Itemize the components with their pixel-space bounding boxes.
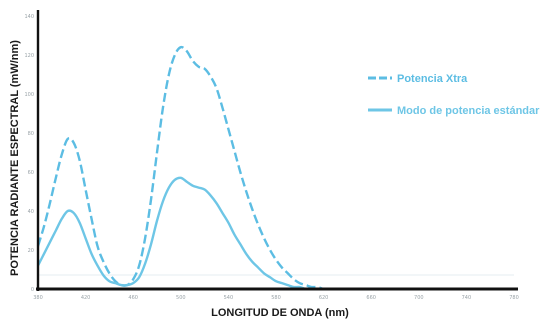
x-tick-label: 580 — [271, 295, 281, 301]
x-tick-label: 740 — [462, 295, 472, 301]
x-tick-label: 500 — [176, 295, 186, 301]
x-tick-label: 540 — [224, 295, 234, 301]
x-axis-title: LONGITUD DE ONDA (nm) — [211, 307, 349, 319]
x-tick-label: 460 — [128, 295, 138, 301]
x-tick-label: 380 — [33, 295, 43, 301]
y-tick-label: 120 — [24, 53, 34, 59]
y-tick-label: 140 — [24, 14, 34, 20]
y-tick-label: 60 — [28, 170, 34, 176]
x-tick-label: 660 — [366, 295, 376, 301]
x-tick-label: 700 — [414, 295, 424, 301]
y-tick-label: 40 — [28, 209, 34, 215]
x-tick-label: 780 — [509, 295, 519, 301]
y-tick-label: 80 — [28, 131, 34, 137]
x-tick-label: 620 — [319, 295, 329, 301]
legend: Potencia Xtra Modo de potencia estándar — [368, 73, 540, 117]
legend-label-2: Modo de potencia estándar — [397, 105, 540, 117]
tick-labels: 380 420 460 500 540 580 620 660 700 740 780 0 20 40 60… — [24, 14, 518, 301]
axes-layer — [36, 10, 518, 291]
y-tick-label: 0 — [31, 287, 34, 293]
x-tick-label: 420 — [81, 295, 91, 301]
y-tick-label: 100 — [24, 92, 34, 98]
y-axis-title: POTENCIA RADIANTE ESPECTRAL (mW/nm) — [9, 40, 21, 276]
y-tick-label: 20 — [28, 248, 34, 254]
legend-label-1: Potencia Xtra — [397, 73, 468, 85]
